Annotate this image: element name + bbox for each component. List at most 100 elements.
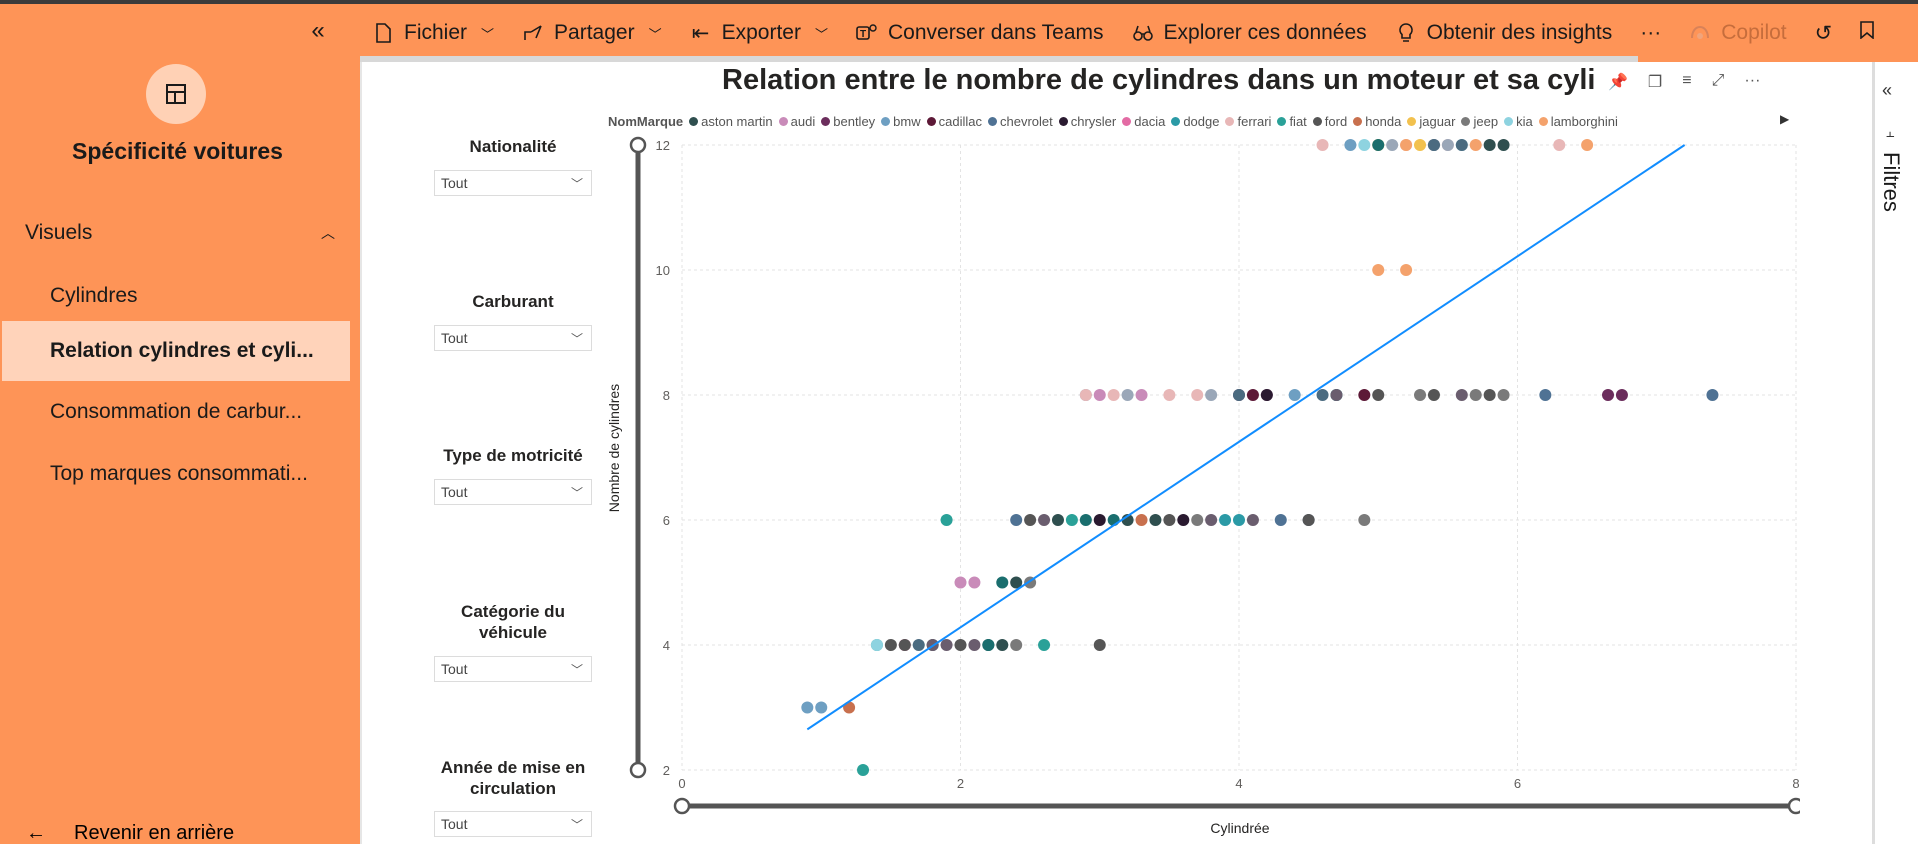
more-options-button[interactable]: ··· [1640, 21, 1661, 45]
fichier-menu[interactable]: Fichier ﹀ [372, 21, 494, 45]
data-point[interactable] [982, 639, 995, 651]
data-point[interactable] [1455, 389, 1468, 401]
copy-icon[interactable]: ❐ [1647, 74, 1663, 91]
focus-mode-icon[interactable]: ⤢ [1711, 72, 1725, 89]
data-point[interactable] [1219, 514, 1232, 526]
legend-item[interactable]: kia [1504, 114, 1533, 129]
data-point[interactable] [1051, 514, 1064, 526]
x-zoom-handle-left[interactable] [673, 797, 691, 815]
exporter-menu[interactable]: ⇤ Exporter ﹀ [690, 21, 828, 45]
legend-item[interactable]: bentley [821, 114, 875, 129]
data-point[interactable] [1107, 389, 1120, 401]
data-point[interactable] [1441, 139, 1454, 151]
refresh-button[interactable]: ↺ [1815, 21, 1833, 46]
data-point[interactable] [1358, 139, 1371, 151]
legend-item[interactable]: dodge [1171, 114, 1219, 129]
data-point[interactable] [954, 639, 967, 651]
legend-item[interactable]: jeep [1461, 114, 1498, 129]
nav-item-consommation[interactable]: Consommation de carbur... [2, 382, 350, 442]
data-point[interactable] [1010, 576, 1023, 589]
data-point[interactable] [1427, 139, 1440, 151]
insights-button[interactable]: Obtenir des insights [1395, 21, 1612, 45]
nav-item-relation[interactable]: Relation cylindres et cyli... [2, 321, 350, 381]
legend-item[interactable]: aston martin [689, 114, 773, 129]
data-point[interactable] [1581, 139, 1594, 151]
slicer-dropdown-categorie[interactable]: Tout ﹀ [434, 656, 592, 682]
data-point[interactable] [968, 576, 981, 589]
data-point[interactable] [1191, 514, 1204, 526]
legend-next-icon[interactable]: ▶ [1780, 112, 1790, 126]
data-point[interactable] [884, 639, 897, 651]
legend-item[interactable]: ford [1312, 114, 1347, 129]
data-point[interactable] [1316, 389, 1329, 401]
data-point[interactable] [1483, 389, 1496, 401]
teams-button[interactable]: T Converser dans Teams [856, 21, 1104, 45]
data-point[interactable] [1246, 389, 1259, 401]
data-point[interactable] [1288, 389, 1301, 401]
data-point[interactable] [898, 639, 911, 651]
slicer-dropdown-motricite[interactable]: Tout ﹀ [434, 479, 592, 505]
data-point[interactable] [1233, 514, 1245, 526]
data-point[interactable] [1400, 139, 1413, 151]
data-point[interactable] [1177, 514, 1190, 526]
data-point[interactable] [1386, 139, 1399, 151]
legend-item[interactable]: chrysler [1058, 114, 1116, 129]
more-options-icon[interactable]: ··· [1744, 72, 1761, 89]
data-point[interactable] [1615, 389, 1628, 401]
legend-item[interactable]: fiat [1277, 114, 1307, 129]
data-point[interactable] [1246, 514, 1259, 526]
data-point[interactable] [1010, 639, 1023, 651]
data-point[interactable] [1191, 389, 1204, 401]
data-point[interactable] [1497, 389, 1510, 401]
data-point[interactable] [1553, 139, 1566, 151]
data-point[interactable] [1316, 139, 1329, 151]
data-point[interactable] [1093, 389, 1106, 401]
data-point[interactable] [1079, 389, 1092, 401]
legend-item[interactable]: ferrari [1225, 114, 1271, 129]
data-point[interactable] [1135, 514, 1148, 526]
data-point[interactable] [940, 639, 953, 651]
data-point[interactable] [912, 639, 925, 651]
data-point[interactable] [996, 639, 1009, 651]
data-point[interactable] [1539, 389, 1552, 401]
legend-item[interactable]: lamborghini [1538, 114, 1618, 129]
expand-filters-icon[interactable]: « [1882, 80, 1893, 100]
legend-item[interactable]: jaguar [1407, 114, 1455, 129]
data-point[interactable] [1330, 389, 1343, 401]
data-point[interactable] [1497, 139, 1510, 151]
data-point[interactable] [1427, 389, 1440, 401]
data-point[interactable] [1149, 514, 1162, 526]
legend-item[interactable]: bmw [881, 114, 921, 129]
data-point[interactable] [1163, 389, 1176, 401]
data-point[interactable] [1469, 389, 1482, 401]
data-point[interactable] [1358, 389, 1371, 401]
data-point[interactable] [1483, 139, 1496, 151]
y-zoom-handle-bottom[interactable] [629, 761, 647, 779]
data-point[interactable] [1372, 389, 1385, 401]
data-point[interactable] [968, 639, 981, 651]
nav-item-cylindres[interactable]: Cylindres [2, 266, 350, 326]
data-point[interactable] [1079, 514, 1092, 526]
data-point[interactable] [1121, 389, 1134, 401]
data-point[interactable] [1302, 514, 1315, 526]
filter-icon[interactable]: ≡ [1682, 72, 1692, 89]
data-point[interactable] [1135, 389, 1148, 401]
data-point[interactable] [857, 764, 870, 776]
copilot-button[interactable]: Copilot [1689, 21, 1787, 45]
pin-icon[interactable]: 📌 [1608, 74, 1628, 91]
data-point[interactable] [1233, 389, 1245, 401]
data-point[interactable] [954, 576, 967, 589]
data-point[interactable] [1344, 139, 1357, 151]
legend-item[interactable]: audi [778, 114, 815, 129]
legend-item[interactable]: cadillac [926, 114, 982, 129]
data-point[interactable] [1358, 514, 1371, 526]
data-point[interactable] [1414, 389, 1427, 401]
data-point[interactable] [1205, 389, 1218, 401]
data-point[interactable] [996, 576, 1009, 589]
bookmark-button[interactable] [1860, 21, 1875, 45]
data-point[interactable] [1163, 514, 1176, 526]
collapse-nav-icon[interactable]: « [311, 17, 325, 44]
data-point[interactable] [1372, 264, 1385, 276]
slicer-dropdown-carburant[interactable]: Tout ﹀ [434, 325, 592, 351]
data-point[interactable] [1024, 514, 1037, 526]
